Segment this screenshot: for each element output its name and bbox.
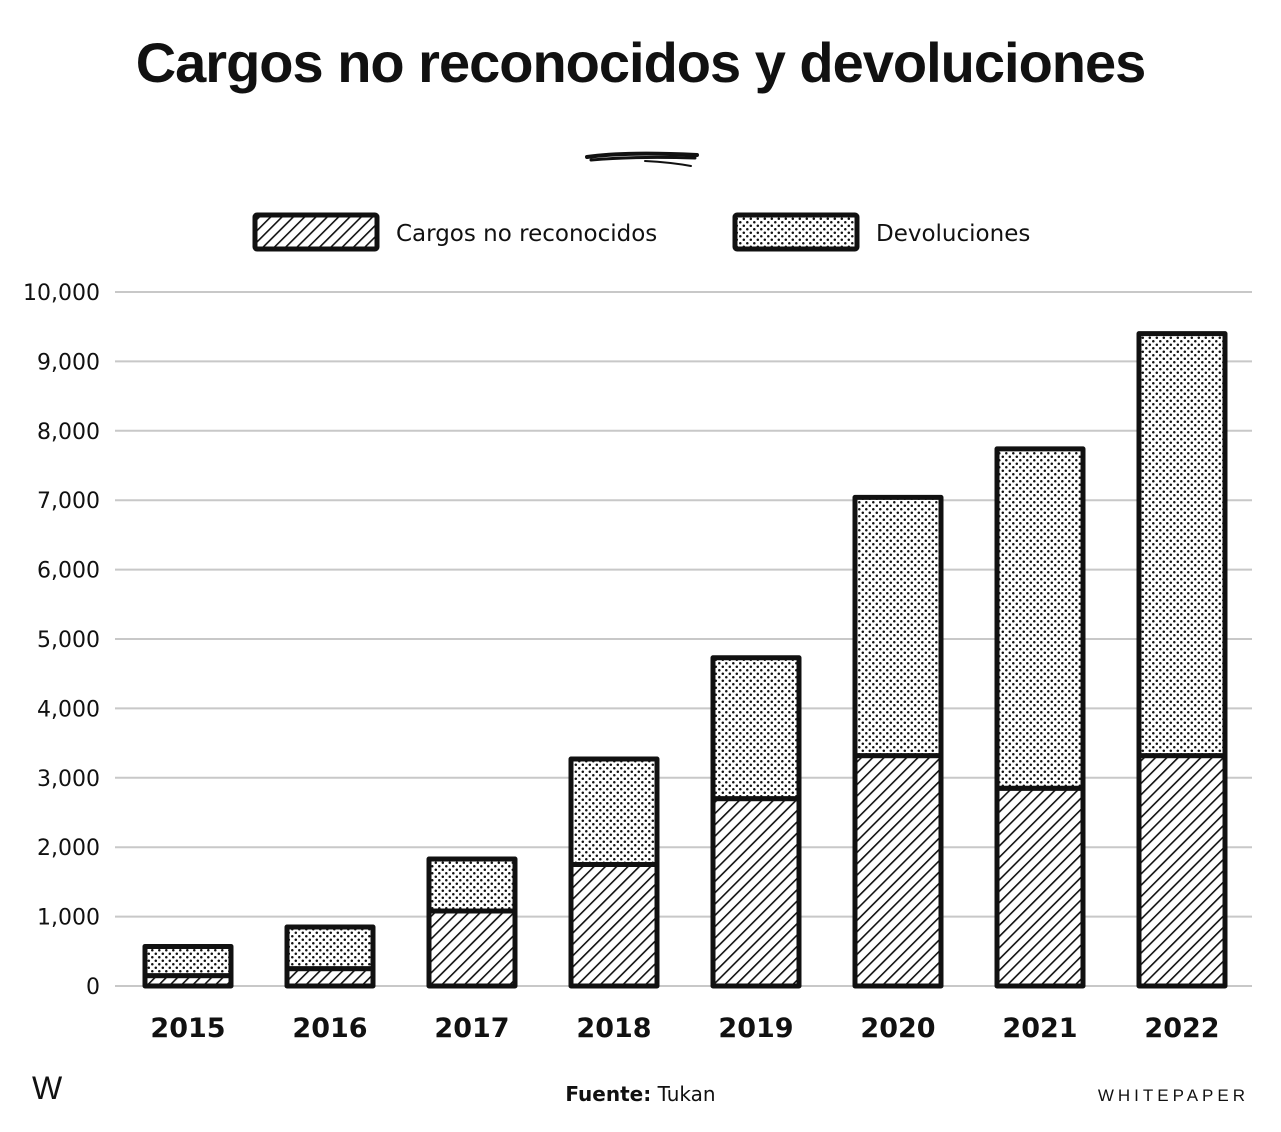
bar-segment-devoluciones xyxy=(426,856,518,914)
chart-title: Cargos no reconocidos y devoluciones xyxy=(135,31,1147,94)
bar-segment-cargos xyxy=(568,862,660,989)
bars xyxy=(142,331,1228,989)
y-tick-label: 5,000 xyxy=(37,628,100,653)
y-tick-label: 1,000 xyxy=(37,906,100,931)
x-tick-label: 2015 xyxy=(150,1013,225,1044)
bar-segment-cargos xyxy=(284,966,376,989)
y-tick-label: 7,000 xyxy=(37,489,100,514)
bar-segment-devoluciones xyxy=(568,756,660,868)
legend-item-cargos[interactable]: Cargos no reconocidos xyxy=(252,212,657,252)
title-underline-scribble xyxy=(585,151,699,167)
y-tick-label: 4,000 xyxy=(37,697,100,722)
y-tick-label: 2,000 xyxy=(37,836,100,861)
legend-label-cargos: Cargos no reconocidos xyxy=(396,221,657,247)
bar-2021 xyxy=(994,446,1086,989)
legend-swatch-cargos xyxy=(252,212,380,252)
x-tick-label: 2017 xyxy=(434,1013,509,1044)
legend-label-devoluciones: Devoluciones xyxy=(876,221,1030,247)
legend-item-devoluciones[interactable]: Devoluciones xyxy=(732,212,1030,252)
bar-segment-cargos xyxy=(710,796,802,989)
bar-segment-devoluciones xyxy=(1136,331,1228,759)
bar-segment-devoluciones xyxy=(142,943,234,979)
x-tick-label: 2018 xyxy=(576,1013,651,1044)
y-tick-label: 0 xyxy=(86,975,100,1000)
x-axis-ticks: 2015 2016 2017 2018 2019 2020 2021 2022 xyxy=(150,1013,1219,1044)
bar-2017 xyxy=(426,856,518,989)
whitepaper-logo: W xyxy=(32,1070,63,1106)
legend-swatch-devoluciones xyxy=(732,212,860,252)
x-tick-label: 2021 xyxy=(1002,1013,1077,1044)
x-tick-label: 2016 xyxy=(292,1013,367,1044)
bar-segment-devoluciones xyxy=(710,655,802,802)
x-tick-label: 2022 xyxy=(1144,1013,1219,1044)
x-tick-label: 2019 xyxy=(718,1013,793,1044)
bar-segment-devoluciones xyxy=(994,446,1086,791)
bar-2015 xyxy=(142,943,234,989)
source-label: Fuente: xyxy=(565,1082,652,1106)
y-tick-label: 10,000 xyxy=(23,281,100,306)
bar-segment-cargos xyxy=(426,908,518,989)
bar-2016 xyxy=(284,924,376,989)
source-value: Tukan xyxy=(657,1082,716,1106)
legend: Cargos no reconocidos Devoluciones xyxy=(252,212,1030,252)
bar-2018 xyxy=(568,756,660,989)
bar-segment-devoluciones xyxy=(852,494,944,759)
y-tick-label: 9,000 xyxy=(37,350,100,375)
y-axis-ticks: 0 1,000 2,000 3,000 4,000 5,000 6,000 7,000 8,00… xyxy=(23,281,100,1000)
bar-2019 xyxy=(710,655,802,989)
bar-segment-cargos xyxy=(852,753,944,989)
brand-wordmark: WHITEPAPER xyxy=(1097,1086,1249,1105)
source-note: Fuente: Tukan xyxy=(0,1082,1281,1106)
bar-segment-devoluciones xyxy=(284,924,376,972)
bar-segment-cargos xyxy=(994,785,1086,989)
x-tick-label: 2020 xyxy=(860,1013,935,1044)
y-tick-label: 6,000 xyxy=(37,559,100,584)
y-tick-label: 8,000 xyxy=(37,420,100,445)
bar-2022 xyxy=(1136,331,1228,989)
bar-2020 xyxy=(852,494,944,989)
bar-segment-cargos xyxy=(1136,753,1228,989)
y-tick-label: 3,000 xyxy=(37,767,100,792)
